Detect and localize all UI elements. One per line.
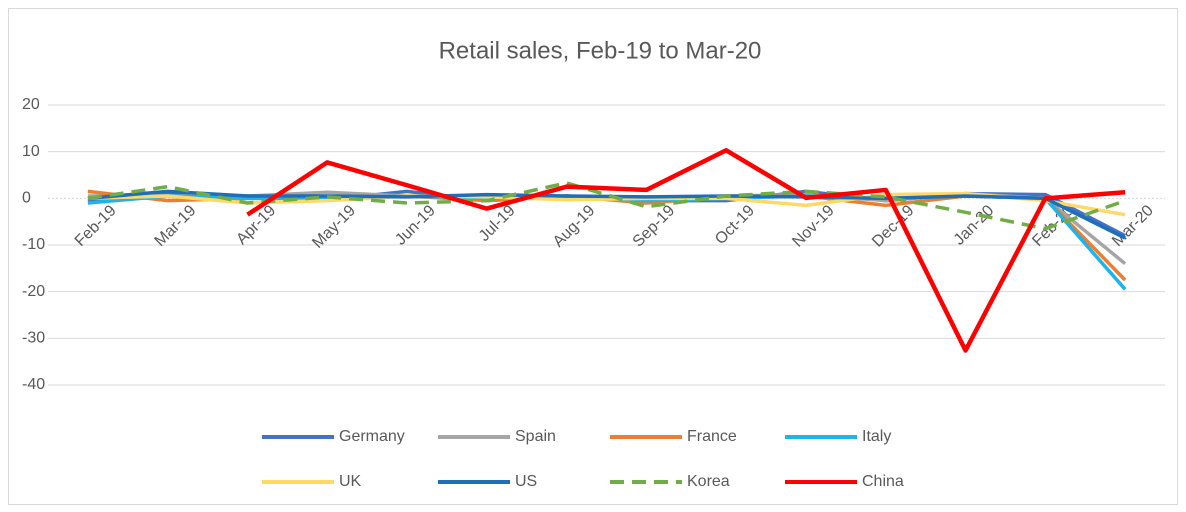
legend-label: US (515, 473, 537, 490)
legend-label: Spain (515, 428, 556, 445)
legend-label: Korea (687, 473, 730, 490)
y-tick-label: 10 (22, 143, 40, 160)
y-tick-label: 0 (22, 190, 31, 207)
y-tick-label: -30 (22, 330, 45, 347)
series-line (87, 191, 1126, 217)
legend-label: China (862, 473, 904, 490)
y-tick-label: 20 (22, 96, 40, 113)
chart-frame (8, 8, 1178, 505)
y-tick-label: -10 (22, 236, 45, 253)
y-tick-label: -40 (22, 376, 45, 393)
legend-label: Germany (339, 428, 405, 445)
series-line (87, 189, 1126, 240)
chart-title: Retail sales, Feb-19 to Mar-20 (439, 37, 762, 64)
legend-label: France (687, 428, 737, 445)
y-tick-label: -20 (22, 283, 45, 300)
series-line (246, 148, 1126, 353)
legend-label: Italy (862, 428, 891, 445)
legend-label: UK (339, 473, 362, 490)
